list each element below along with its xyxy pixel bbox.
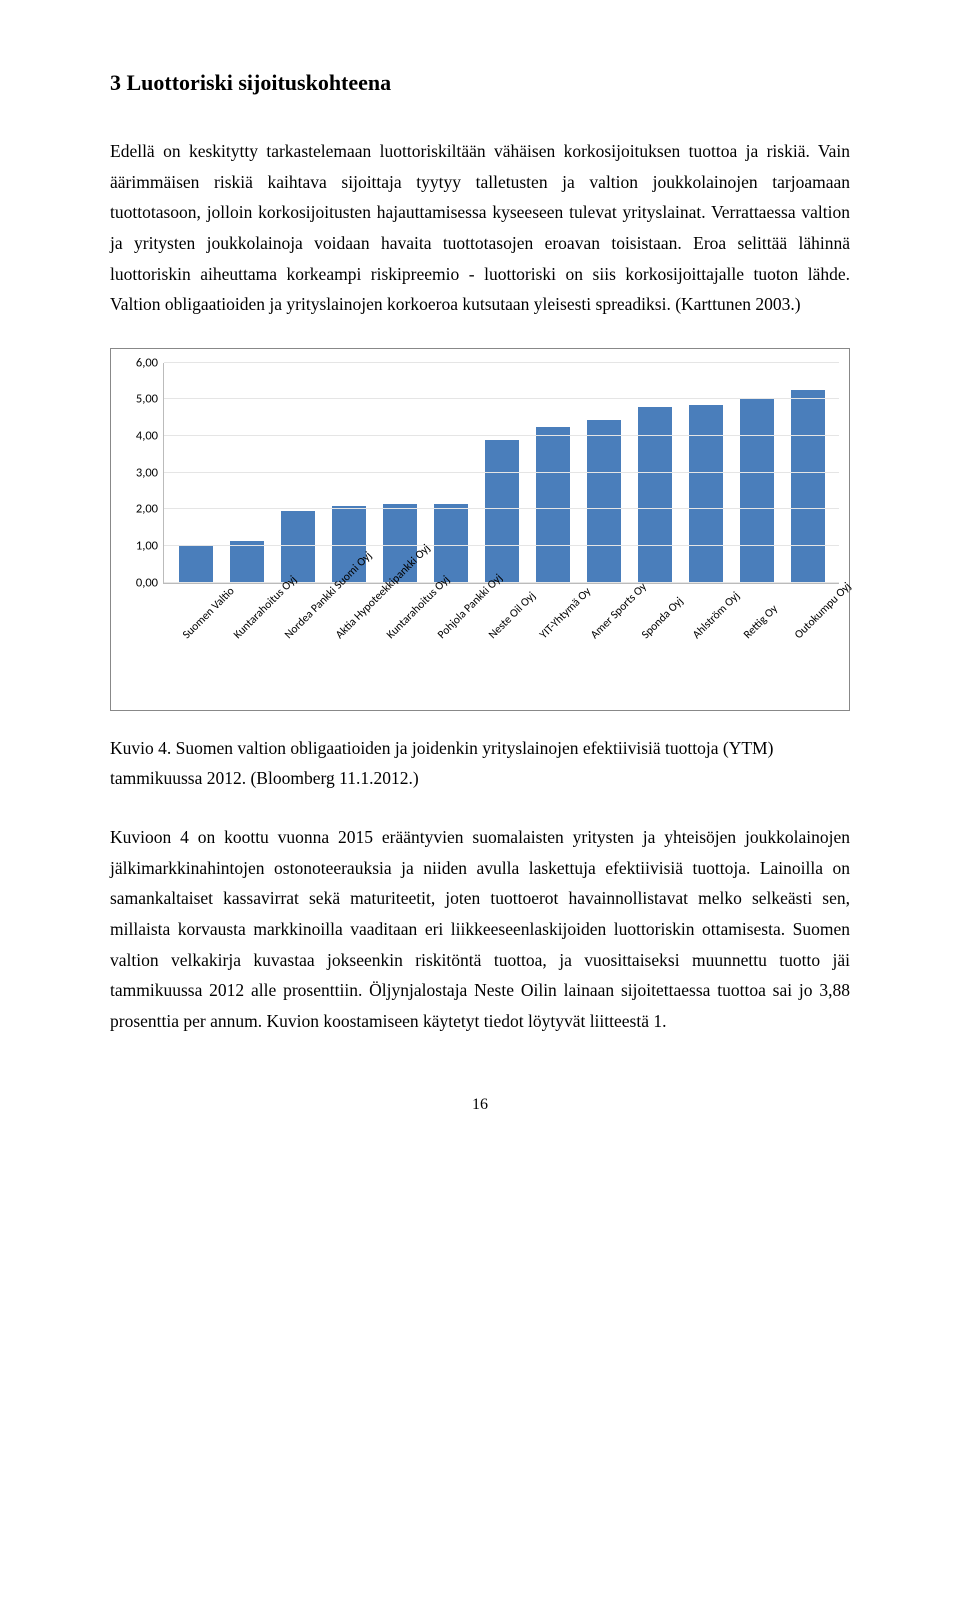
chart-ytick: 3,00 [122,465,158,480]
chart-bar [689,405,723,583]
chart-bar [587,420,621,583]
chart-gridline [164,508,839,509]
paragraph-2: Kuvioon 4 on koottu vuonna 2015 erääntyv… [110,822,850,1036]
chart-ytick: 0,00 [122,575,158,590]
chart-bar [179,546,213,582]
paragraph-1: Edellä on keskitytty tarkastelemaan luot… [110,136,850,320]
bar-chart: 0,001,002,003,004,005,006,00 Suomen Valt… [110,348,850,711]
chart-bar [638,407,672,583]
chart-bar [536,427,570,583]
chart-ytick: 4,00 [122,429,158,444]
chart-ytick: 6,00 [122,355,158,370]
chart-bar [740,398,774,583]
chart-ytick: 5,00 [122,392,158,407]
chart-bar [791,390,825,583]
section-heading: 3 Luottoriski sijoituskohteena [110,70,850,96]
chart-bar [281,511,315,583]
chart-gridline [164,545,839,546]
chart-x-labels: Suomen ValtioKuntarahoitus OyjNordea Pan… [163,584,839,704]
chart-gridline [164,435,839,436]
chart-bar [434,504,468,583]
chart-gridline [164,472,839,473]
chart-ytick: 1,00 [122,539,158,554]
chart-bar [230,541,264,583]
page-number: 16 [110,1096,850,1114]
chart-gridline [164,398,839,399]
chart-bar [485,440,519,582]
chart-bars [164,363,839,583]
page: 3 Luottoriski sijoituskohteena Edellä on… [0,0,960,1164]
chart-ytick: 2,00 [122,502,158,517]
chart-caption: Kuvio 4. Suomen valtion obligaatioiden j… [110,733,850,794]
chart-gridline [164,362,839,363]
chart-plot-area: 0,001,002,003,004,005,006,00 [163,363,839,584]
